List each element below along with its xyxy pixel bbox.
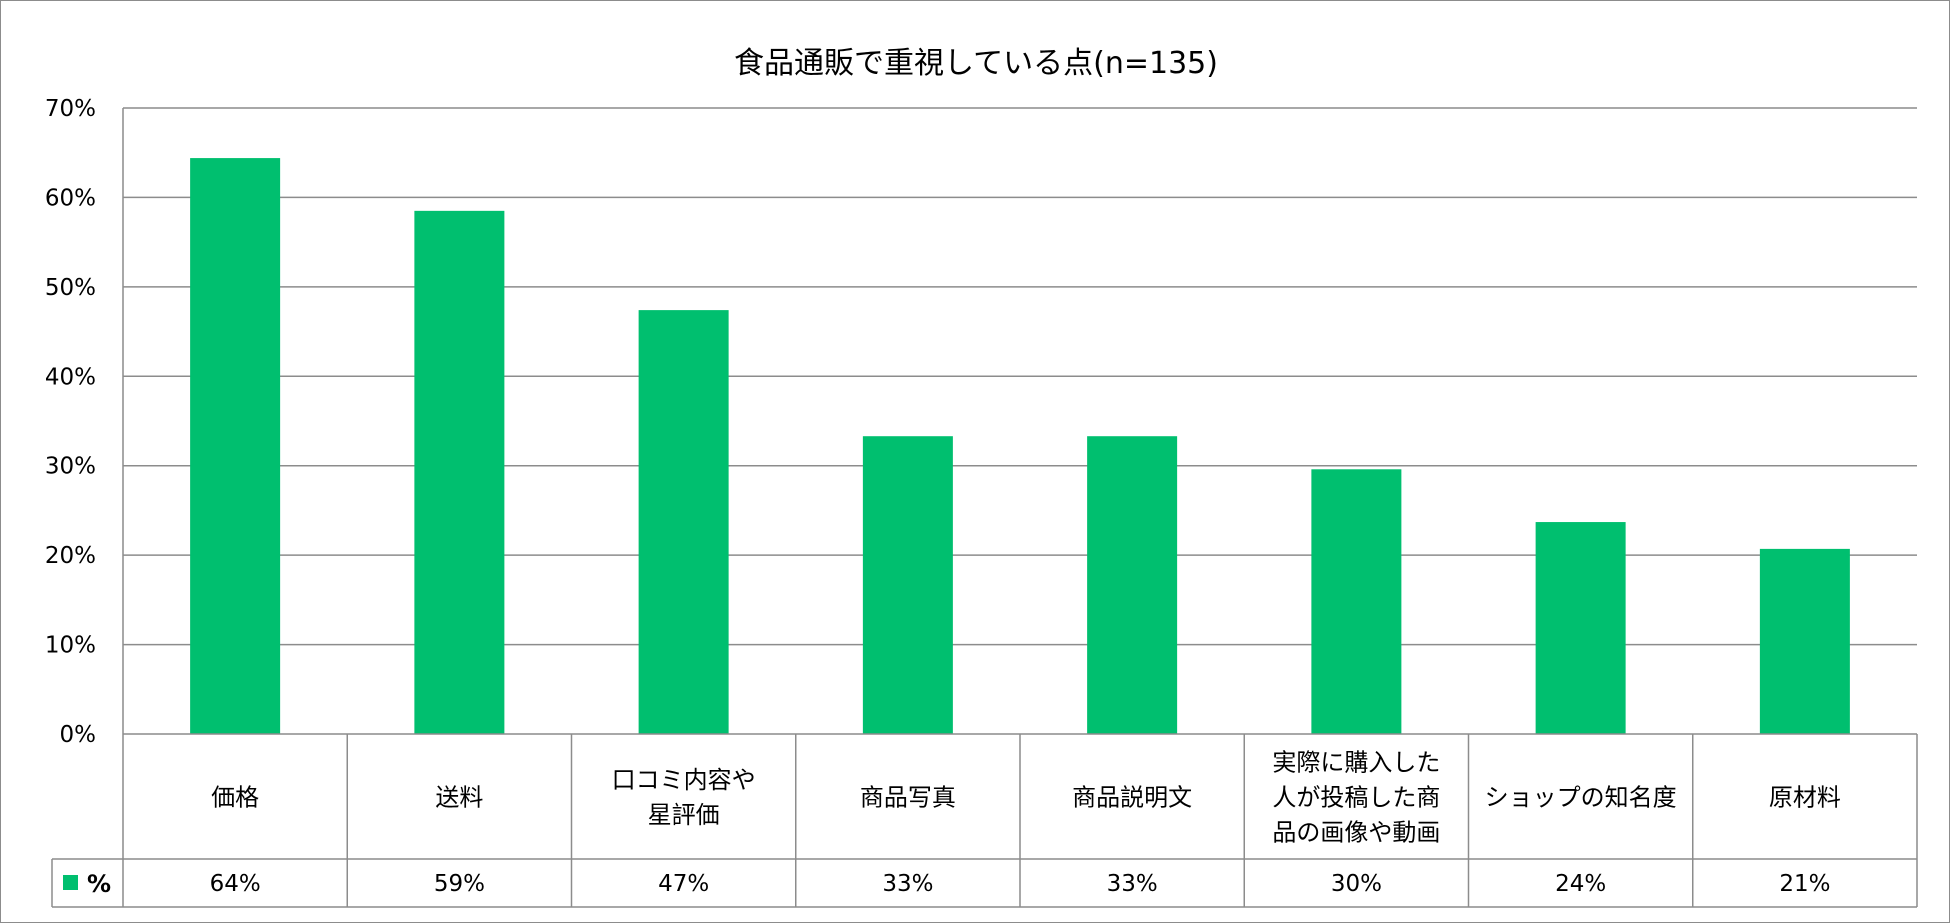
bar (1759, 548, 1850, 734)
category-label: 実際に購入した (1272, 749, 1440, 777)
y-tick-label: 60% (45, 185, 96, 211)
category-label: 人が投稿した商 (1272, 784, 1440, 812)
category-label: 星評価 (648, 801, 720, 829)
y-tick-label: 30% (45, 454, 96, 480)
y-tick-label: 40% (45, 364, 96, 390)
category-label: 商品説明文 (1072, 784, 1192, 812)
bar (1087, 436, 1178, 734)
bar (1311, 469, 1402, 734)
y-tick-label: 0% (60, 722, 97, 748)
category-label: 品の画像や動画 (1272, 819, 1440, 847)
y-tick-label: 20% (45, 543, 96, 569)
data-label: 30% (1331, 871, 1382, 897)
bar (862, 436, 953, 734)
data-label: 33% (1107, 871, 1158, 897)
data-label: 33% (882, 871, 933, 897)
data-label: 59% (434, 871, 485, 897)
bar (638, 310, 729, 734)
category-label: 価格 (211, 784, 259, 812)
bar (190, 158, 281, 734)
category-label: 商品写真 (860, 784, 956, 812)
category-label: 口コミ内容や (612, 766, 756, 794)
y-tick-label: 70% (45, 96, 96, 122)
y-tick-label: 10% (45, 633, 96, 659)
category-label: 送料 (435, 784, 483, 812)
data-label: 47% (658, 871, 709, 897)
legend-label: % (87, 870, 111, 898)
category-label: 原材料 (1769, 784, 1841, 812)
data-label: 21% (1779, 871, 1830, 897)
legend-swatch (63, 875, 78, 890)
bar (414, 210, 505, 735)
bar (1535, 522, 1626, 734)
chart-title: 食品通販で重視している点(n=135) (734, 46, 1218, 81)
data-label: 64% (210, 871, 261, 897)
data-label: 24% (1555, 871, 1606, 897)
y-tick-label: 50% (45, 275, 96, 301)
category-label: ショップの知名度 (1485, 784, 1677, 812)
